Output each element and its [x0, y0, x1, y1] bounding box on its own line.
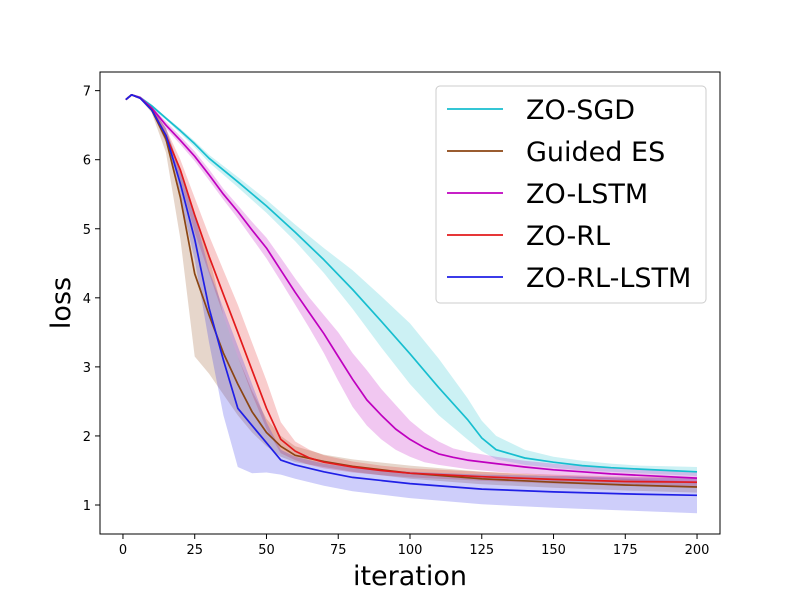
x-tick-label: 125 [469, 543, 494, 558]
legend-box [435, 85, 707, 304]
line-series-4 [125, 93, 698, 497]
x-tick-label: 75 [330, 543, 347, 558]
x-tick-label: 175 [613, 543, 638, 558]
line-series-2 [125, 93, 698, 479]
legend-label: ZO-RL-LSTM [526, 263, 691, 294]
x-tick-label: 0 [119, 543, 127, 558]
legend-label: ZO-RL [526, 221, 610, 252]
x-tick-label: 200 [685, 543, 710, 558]
x-tick-label: 25 [186, 543, 203, 558]
series-lines [125, 93, 698, 497]
y-tick-label: 7 [83, 85, 91, 100]
legend: ZO-SGD Guided ES ZO-LSTM ZO-RL ZO-RL-LSTM [435, 85, 707, 304]
x-tick-label: 150 [541, 543, 566, 558]
y-tick-label: 2 [83, 430, 91, 445]
y-axis-label: loss [46, 277, 77, 329]
x-axis-label: iteration [353, 561, 467, 592]
y-tick-label: 4 [83, 292, 91, 307]
y-tick-label: 3 [83, 361, 91, 376]
y-tick-label: 1 [83, 499, 91, 514]
legend-label: Guided ES [526, 137, 665, 168]
legend-label: ZO-SGD [526, 95, 635, 126]
y-tick-label: 5 [83, 223, 91, 238]
x-axis-ticks: 0 25 50 75 100 125 150 175 200 [119, 534, 710, 558]
legend-label: ZO-LSTM [526, 179, 648, 210]
y-tick-label: 6 [83, 154, 91, 169]
y-axis-ticks: 1 2 3 4 5 6 7 [83, 85, 100, 514]
x-tick-label: 50 [258, 543, 275, 558]
line-series-0 [125, 93, 698, 473]
x-tick-label: 100 [398, 543, 423, 558]
band-series-3 [125, 94, 698, 487]
